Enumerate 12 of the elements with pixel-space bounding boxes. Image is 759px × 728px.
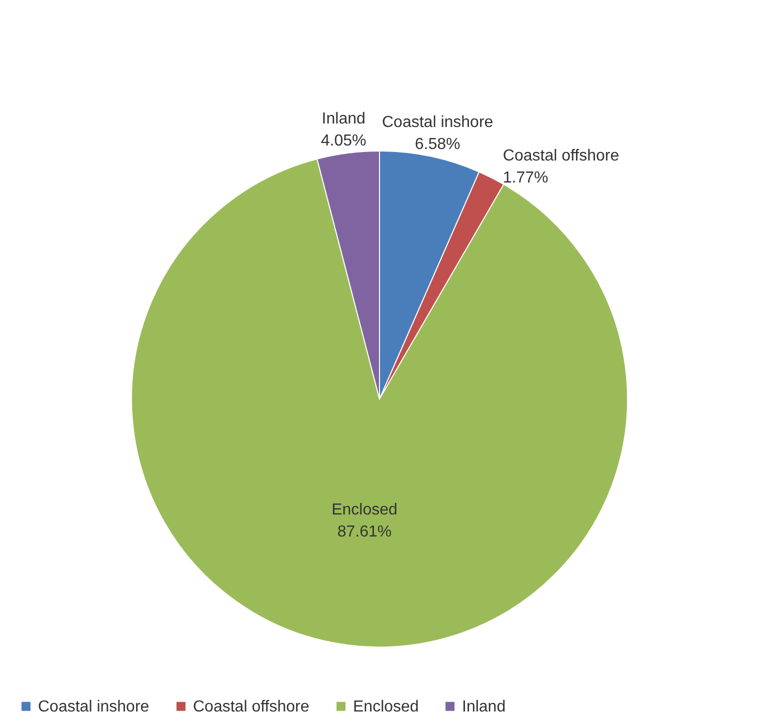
legend-label: Inland xyxy=(462,698,506,716)
data-label: 87.61% xyxy=(337,524,392,541)
slice-label: Coastal inshore xyxy=(382,114,494,132)
data-label: 4.05% xyxy=(320,132,366,150)
legend-label: Enclosed xyxy=(353,698,419,716)
data-label: 1.77% xyxy=(502,169,548,186)
legend-label: Coastal inshore xyxy=(38,698,150,716)
legend-label: Coastal offshore xyxy=(193,698,310,716)
data-label: 6.58% xyxy=(414,136,460,154)
slice-label: Inland xyxy=(322,110,366,128)
slice-label: Enclosed xyxy=(332,502,398,519)
slice-label: Coastal offshore xyxy=(502,147,620,164)
